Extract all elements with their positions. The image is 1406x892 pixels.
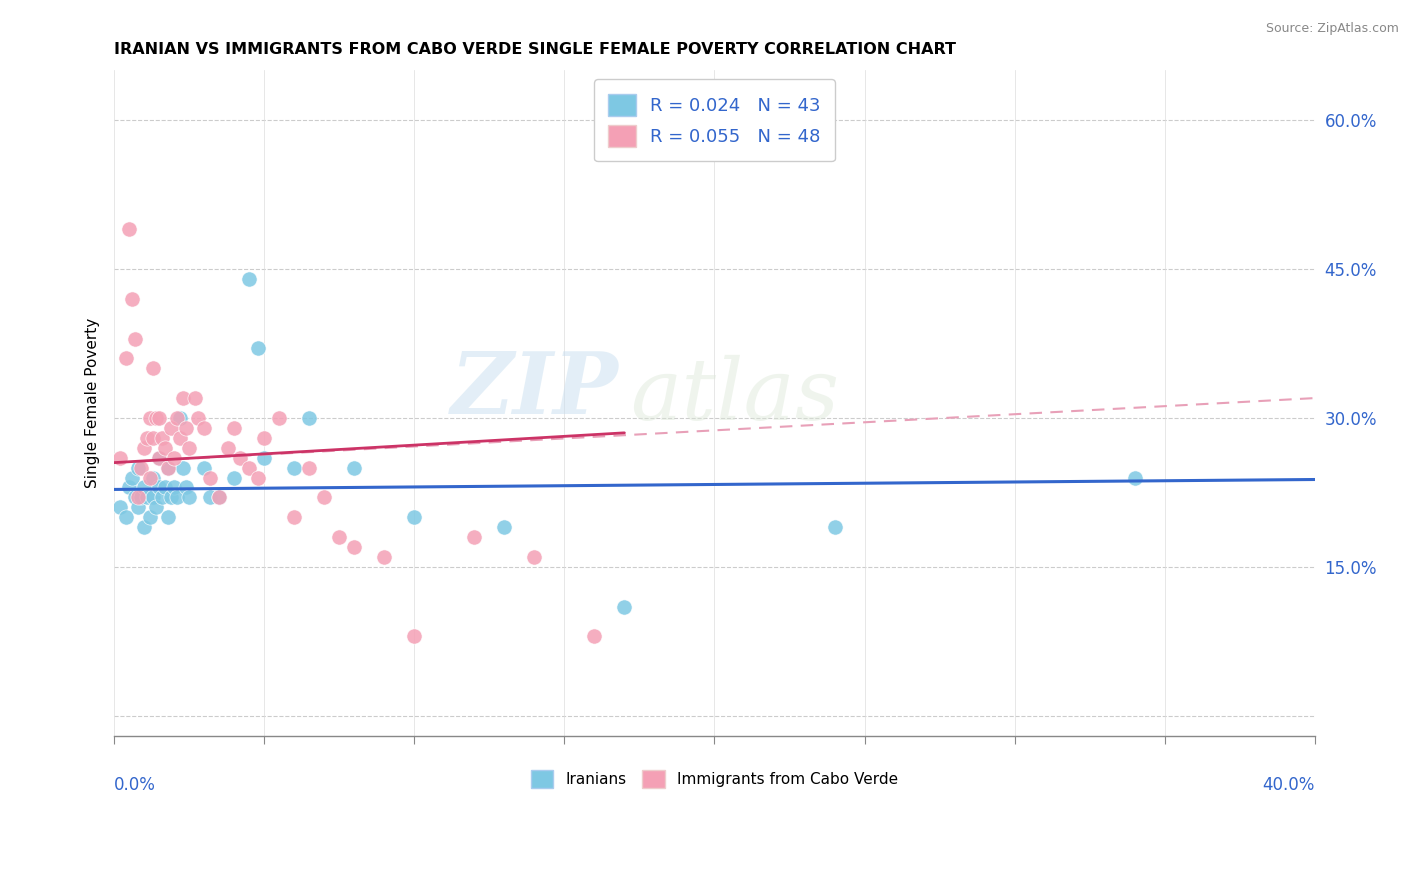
Point [613, 599, 636, 614]
Point [247, 470, 270, 484]
Point [118, 222, 141, 236]
Point [200, 491, 222, 505]
Point [160, 491, 183, 505]
Point [139, 411, 162, 425]
Point [121, 292, 143, 306]
Point [142, 470, 165, 484]
Point [253, 431, 276, 445]
Text: atlas: atlas [630, 355, 839, 438]
Point [169, 431, 191, 445]
Point [139, 470, 162, 484]
Point [121, 470, 143, 484]
Point [148, 450, 170, 465]
Point [494, 520, 516, 534]
Point [142, 491, 165, 505]
Point [193, 421, 215, 435]
Point [136, 431, 159, 445]
Point [373, 549, 395, 564]
Point [224, 421, 246, 435]
Point [343, 540, 366, 554]
Point [314, 491, 336, 505]
Point [134, 441, 156, 455]
Point [463, 530, 485, 544]
Point [124, 331, 146, 345]
Point [157, 460, 180, 475]
Point [150, 491, 173, 505]
Text: 0.0%: 0.0% [114, 775, 156, 794]
Point [163, 480, 186, 494]
Text: IRANIAN VS IMMIGRANTS FROM CABO VERDE SINGLE FEMALE POVERTY CORRELATION CHART: IRANIAN VS IMMIGRANTS FROM CABO VERDE SI… [114, 42, 956, 57]
Point [169, 411, 191, 425]
Point [184, 391, 207, 405]
Point [172, 460, 194, 475]
Point [166, 411, 188, 425]
Point [283, 510, 305, 524]
Point [163, 450, 186, 465]
Point [142, 431, 165, 445]
Point [404, 629, 426, 643]
Point [1123, 470, 1146, 484]
Point [523, 549, 546, 564]
Point [298, 460, 321, 475]
Point [174, 421, 197, 435]
Point [108, 450, 131, 465]
Point [166, 491, 188, 505]
Point [174, 480, 197, 494]
Point [145, 500, 167, 515]
Point [127, 491, 149, 505]
Point [129, 460, 152, 475]
Point [134, 520, 156, 534]
Point [208, 491, 231, 505]
Point [157, 510, 180, 524]
Point [583, 629, 606, 643]
Point [200, 470, 222, 484]
Point [155, 441, 177, 455]
Point [134, 480, 156, 494]
Point [238, 460, 260, 475]
Point [179, 491, 201, 505]
Point [136, 491, 159, 505]
Point [127, 460, 149, 475]
Point [253, 450, 276, 465]
Point [124, 491, 146, 505]
Point [193, 460, 215, 475]
Point [148, 450, 170, 465]
Point [247, 342, 270, 356]
Point [328, 530, 350, 544]
Point [224, 470, 246, 484]
Legend: Iranians, Immigrants from Cabo Verde: Iranians, Immigrants from Cabo Verde [524, 764, 904, 795]
Point [127, 500, 149, 515]
Point [155, 480, 177, 494]
Point [404, 510, 426, 524]
Point [208, 491, 231, 505]
Point [150, 431, 173, 445]
Point [229, 450, 252, 465]
Text: ZIP: ZIP [450, 348, 619, 432]
Point [179, 441, 201, 455]
Point [157, 460, 180, 475]
Point [142, 361, 165, 376]
Point [148, 411, 170, 425]
Point [145, 411, 167, 425]
Point [824, 520, 846, 534]
Point [139, 510, 162, 524]
Point [217, 441, 239, 455]
Y-axis label: Single Female Poverty: Single Female Poverty [86, 318, 100, 488]
Point [298, 411, 321, 425]
Point [283, 460, 305, 475]
Point [115, 510, 138, 524]
Point [187, 411, 209, 425]
Point [172, 391, 194, 405]
Point [148, 480, 170, 494]
Point [115, 351, 138, 366]
Text: Source: ZipAtlas.com: Source: ZipAtlas.com [1265, 22, 1399, 36]
Point [269, 411, 291, 425]
Text: 40.0%: 40.0% [1263, 775, 1315, 794]
Point [118, 480, 141, 494]
Point [343, 460, 366, 475]
Point [108, 500, 131, 515]
Point [160, 421, 183, 435]
Point [129, 491, 152, 505]
Point [238, 272, 260, 286]
